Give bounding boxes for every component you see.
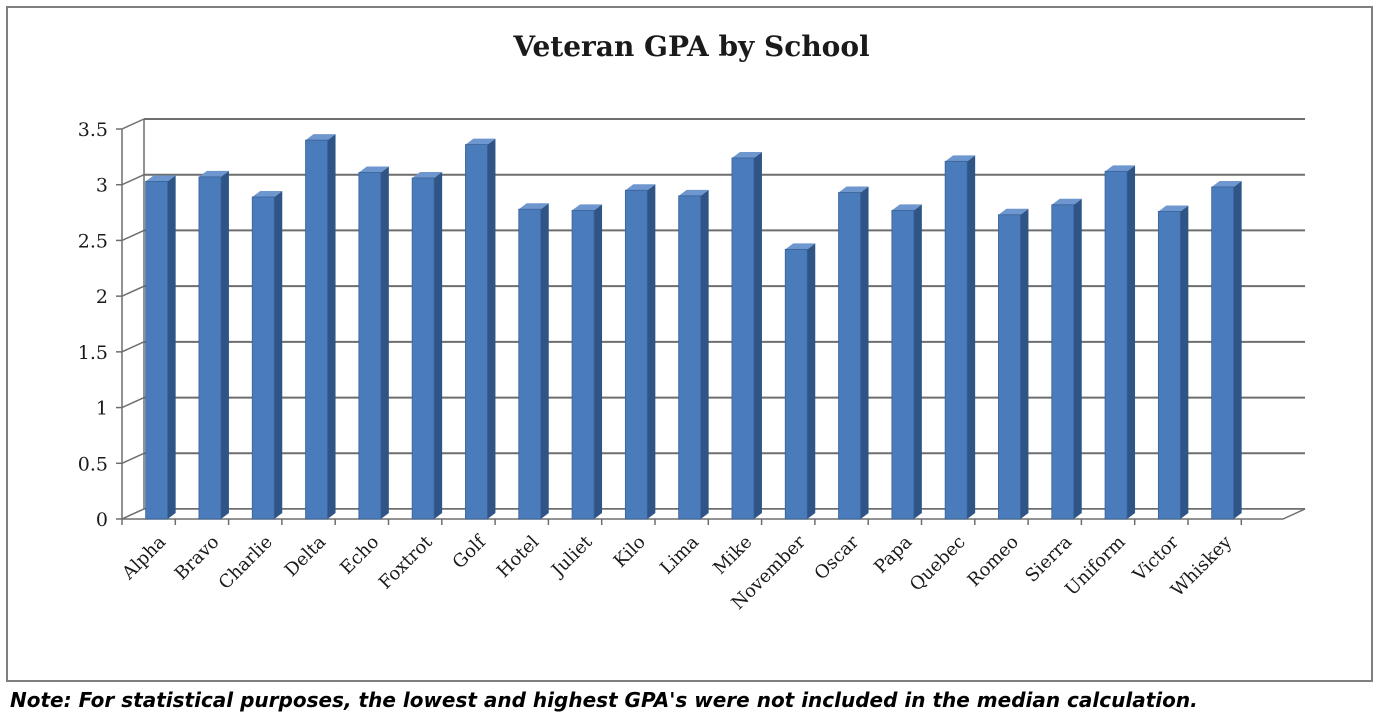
bar: [1157, 211, 1181, 520]
bar: [944, 160, 968, 520]
bar-top: [731, 151, 762, 158]
gridline-depth: [121, 229, 145, 242]
bar: [998, 214, 1021, 520]
chart-title: Veteran GPA by School: [513, 30, 870, 63]
gridline-depth: [121, 452, 145, 464]
bar-side: [700, 189, 709, 519]
x-tick-label: Oscar: [810, 531, 863, 584]
bar: [1051, 204, 1075, 520]
bar-top: [998, 208, 1029, 215]
bar-top: [198, 170, 229, 177]
x-tick-label: Romeo: [964, 532, 1023, 591]
bar-top: [838, 186, 869, 193]
bar: [411, 177, 435, 520]
bar-side: [540, 203, 549, 519]
bar-top: [252, 190, 283, 197]
bar-side: [807, 243, 816, 520]
bar-top: [945, 155, 976, 162]
bar-side: [1180, 205, 1189, 519]
x-tick-label: Delta: [281, 532, 331, 582]
bar-side: [860, 186, 869, 519]
bar-top: [1105, 165, 1136, 172]
bar-side: [167, 175, 176, 519]
bar: [145, 180, 169, 520]
y-tick-label: 1.5: [78, 342, 108, 364]
bar-side: [647, 184, 656, 520]
bar: [678, 195, 702, 520]
bar: [1104, 170, 1128, 520]
bar-side: [220, 170, 229, 519]
bar-side: [1073, 198, 1082, 519]
x-tick-label: Lima: [656, 532, 703, 579]
bar-top: [625, 184, 656, 191]
bar-top: [1051, 198, 1082, 205]
bar: [1211, 186, 1235, 520]
x-tick-label: Mike: [709, 532, 756, 579]
footnote: Note: For statistical purposes, the lowe…: [10, 688, 1198, 712]
x-tick-label: Foxtrot: [375, 531, 437, 593]
bar-top: [465, 138, 496, 145]
bar-side: [274, 190, 283, 519]
bar-side: [1127, 165, 1136, 520]
y-tick-label: 2: [96, 286, 108, 308]
bar-top: [145, 175, 176, 182]
gridline-depth: [121, 341, 145, 353]
bar-side: [327, 134, 336, 519]
bar-top: [891, 204, 922, 211]
bar-side: [487, 138, 496, 519]
x-tick-label: Bravo: [171, 532, 224, 585]
y-tick-label: 2.5: [78, 230, 108, 252]
bar-side: [753, 151, 762, 519]
y-tick-label: 3: [96, 175, 108, 197]
bar-top: [305, 134, 336, 141]
bar: [358, 172, 382, 520]
bar: [838, 192, 861, 520]
bar: [624, 189, 648, 520]
gridline-depth: [121, 174, 145, 186]
gridline-depth: [121, 396, 145, 409]
bar-top: [358, 166, 389, 173]
bar: [891, 209, 915, 520]
bar-side: [380, 166, 389, 519]
bar: [305, 139, 328, 520]
x-tick-label: Quebec: [906, 532, 970, 596]
bar: [518, 208, 542, 520]
x-tick-label: Echo: [336, 532, 383, 579]
bar-side: [594, 204, 603, 520]
bar-side: [913, 204, 922, 520]
y-tick-label: 0.5: [78, 453, 108, 475]
bar-side: [967, 155, 976, 520]
bar: [465, 144, 488, 520]
x-tick-label: Papa: [870, 532, 916, 578]
bar-top: [678, 189, 709, 196]
bar: [251, 196, 275, 520]
x-tick-label: Juliet: [546, 531, 597, 582]
x-tick-label: Golf: [449, 531, 491, 573]
x-tick-label: Hotel: [493, 532, 544, 583]
bar-side: [1020, 208, 1029, 520]
y-tick-label: 3.5: [78, 119, 108, 141]
gridline-depth: [121, 118, 145, 130]
bar-side: [434, 172, 443, 519]
bar-side: [1233, 180, 1242, 519]
bar: [731, 157, 755, 520]
bar-top: [1211, 180, 1242, 187]
bar: [198, 176, 222, 520]
bar: [571, 209, 595, 520]
x-tick-label: Alpha: [117, 532, 170, 585]
bar-top: [785, 243, 816, 250]
bar-top: [412, 172, 443, 179]
bar: [784, 248, 808, 520]
bar-top: [572, 204, 603, 211]
y-tick-label: 0: [96, 509, 108, 531]
x-tick-label: Charlie: [215, 532, 277, 594]
y-tick-label: 1: [96, 398, 108, 420]
bar-top: [518, 203, 549, 210]
x-tick-label: Kilo: [610, 532, 650, 572]
gridline-depth: [121, 285, 145, 297]
bar-top: [1158, 205, 1189, 212]
